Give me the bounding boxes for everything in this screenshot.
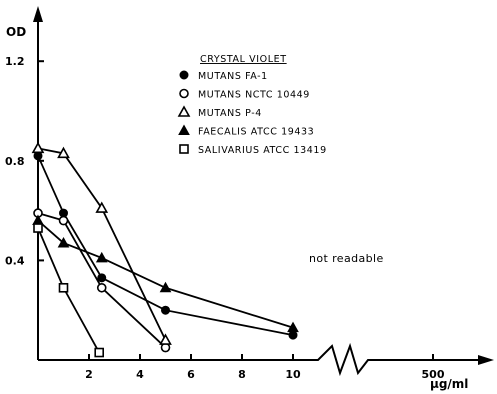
data-point (94, 347, 104, 358)
legend-label: MUTANS P-4 (198, 108, 262, 119)
data-point (57, 236, 70, 248)
x-break-tick-label: 500 (422, 368, 445, 381)
data-point (33, 223, 43, 233)
legend-label: MUTANS NCTC 10449 (198, 90, 310, 101)
legend-marker (177, 105, 191, 117)
y-tick-label: 0.4 (5, 254, 25, 267)
legend-marker (179, 88, 189, 99)
series-4 (32, 214, 299, 333)
legend-marker (178, 124, 190, 135)
y-axis-label: OD (6, 25, 26, 39)
legend-label: SALIVARIUS ATCC 13419 (198, 145, 327, 156)
y-tick-label: 1.2 (5, 55, 25, 68)
series-2 (33, 208, 171, 353)
legend-item: MUTANS P-4 (177, 105, 262, 119)
data-point (57, 146, 70, 159)
data-point (58, 282, 69, 293)
y-tick-label: 0.8 (5, 155, 25, 168)
data-point (96, 282, 107, 293)
x-tick-label: 10 (285, 368, 301, 381)
data-point (161, 305, 170, 315)
legend-marker (179, 144, 189, 154)
x-tick-label: 8 (238, 368, 246, 381)
legend-item: SALIVARIUS ATCC 13419 (179, 144, 327, 156)
data-point (159, 281, 172, 293)
legend-label: MUTANS FA-1 (198, 71, 268, 82)
x-axis-line (38, 342, 482, 377)
legend-marker (179, 70, 189, 80)
data-point (95, 201, 109, 213)
data-point (288, 330, 298, 340)
x-axis-label: μg/ml (430, 377, 468, 391)
legend-item: FAECALIS ATCC 19433 (178, 124, 314, 138)
data-point (31, 141, 45, 154)
legend-item: MUTANS NCTC 10449 (179, 88, 310, 101)
data-point (287, 321, 299, 333)
data-point (97, 273, 107, 283)
series-line (37, 212, 167, 349)
data-point (32, 214, 44, 226)
legend-item: MUTANS FA-1 (179, 70, 268, 82)
legend-label: FAECALIS ATCC 19433 (198, 127, 314, 138)
x-tick-label: 6 (187, 368, 195, 381)
series-3 (31, 141, 172, 345)
x-tick-label: 4 (136, 368, 144, 381)
y-axis-arrow (33, 6, 43, 22)
series-layer (31, 141, 299, 358)
x-tick-label: 2 (85, 368, 93, 381)
not-readable-annotation: not readable (309, 252, 384, 265)
data-point (95, 251, 108, 263)
x-axis-arrow (478, 355, 494, 365)
legend-title: CRYSTAL VIOLET (200, 54, 287, 65)
axes: OD μg/ml 0.4 0.8 1.2 2 4 6 8 10 500 (5, 6, 494, 391)
series-line (37, 147, 167, 341)
data-point (159, 333, 172, 345)
series-1 (33, 151, 298, 340)
legend: CRYSTAL VIOLET MUTANS FA-1 MUTANS NCTC 104… (177, 54, 327, 156)
series-5 (33, 223, 104, 358)
data-point (58, 215, 69, 226)
